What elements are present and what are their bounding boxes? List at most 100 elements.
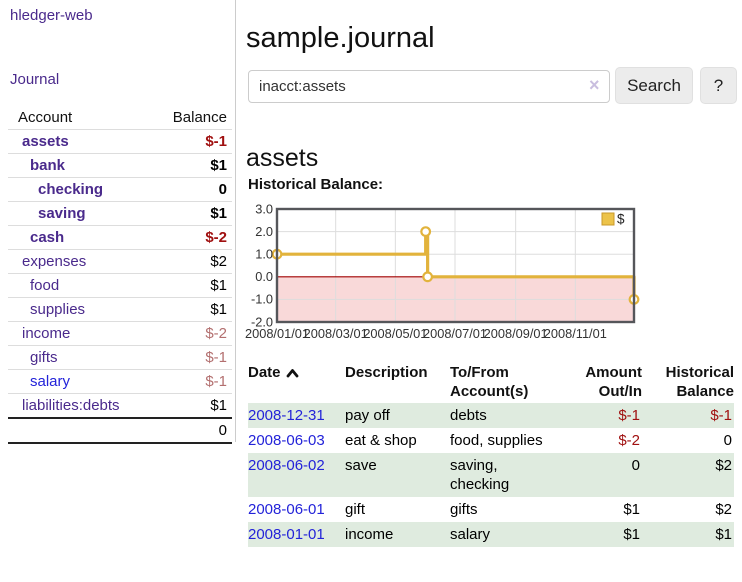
account-balance: $1: [154, 297, 232, 322]
y-axis-tick-label: 3.0: [255, 201, 273, 216]
transaction-description: save: [345, 457, 377, 474]
register-table-body: 2008-12-31 pay off debts $-1 $-1 2008-06-03 ea…: [248, 403, 734, 547]
register-header-date[interactable]: Date: [248, 361, 345, 403]
transaction-balance: $2: [715, 501, 732, 518]
account-row: saving $1: [8, 201, 232, 226]
transaction-balance: $-1: [710, 407, 732, 424]
transaction-accounts: saving, checking: [450, 457, 510, 493]
transaction-date-link[interactable]: 2008-01-01: [248, 526, 325, 543]
account-link-bank[interactable]: bank: [30, 157, 66, 174]
account-link-salary[interactable]: salary: [30, 373, 71, 390]
y-axis-tick-label: -2.0: [251, 314, 273, 329]
transaction-accounts: salary: [450, 526, 491, 543]
account-balance: $1: [154, 273, 232, 298]
brand-link[interactable]: hledger-web: [10, 7, 93, 24]
transaction-description: income: [345, 526, 394, 543]
register-row: 2008-01-01 income salary $1 $1: [248, 522, 734, 547]
account-balance: $-1: [154, 345, 232, 370]
transaction-amount: $1: [623, 526, 640, 543]
account-row: gifts $-1: [8, 345, 232, 370]
account-row: expenses $2: [8, 249, 232, 274]
transaction-amount: $-1: [618, 407, 640, 424]
register-header-accounts: To/From Account(s): [450, 364, 529, 400]
account-row: cash $-2: [8, 225, 232, 250]
register-header-balance: Historical Balance: [665, 364, 734, 400]
y-axis-tick-label: -1.0: [251, 292, 273, 307]
account-row: income $-2: [8, 321, 232, 346]
register-header-amount: Amount Out/In: [585, 364, 642, 400]
account-balance: $-1: [154, 129, 232, 154]
transaction-accounts: gifts: [450, 501, 478, 518]
y-axis-tick-label: 0.0: [255, 269, 273, 284]
account-row: supplies $1: [8, 297, 232, 322]
register-table: Date Description To/From Account(s) Amoun…: [248, 361, 734, 547]
transaction-description: eat & shop: [345, 432, 417, 449]
y-axis-tick-label: 1.0: [255, 247, 273, 262]
transaction-amount: $-2: [618, 432, 640, 449]
sidebar-total-balance: 0: [8, 417, 232, 444]
x-axis-tick-label: 2008/01/01: [245, 326, 309, 341]
account-link-liabilities-debts[interactable]: liabilities:debts: [22, 397, 120, 414]
account-link-income[interactable]: income: [22, 325, 71, 342]
data-point-marker: [420, 226, 432, 237]
account-link-gifts[interactable]: gifts: [30, 349, 58, 366]
data-point-marker: [422, 271, 434, 283]
account-balance: 0: [154, 177, 232, 202]
account-balance: $-2: [154, 225, 232, 250]
sidebar-divider: [235, 0, 236, 442]
account-row: food $1: [8, 273, 232, 298]
accounts-table: Account Balance assets $-1 bank $1 checking 0…: [8, 106, 232, 444]
account-link-cash[interactable]: cash: [30, 229, 65, 246]
account-link-expenses[interactable]: expenses: [22, 253, 87, 270]
register-row: 2008-12-31 pay off debts $-1 $-1: [248, 403, 734, 428]
account-row: salary $-1: [8, 369, 232, 394]
x-axis-tick-label: 2008/11/01: [544, 326, 607, 341]
account-link-saving[interactable]: saving: [38, 205, 86, 222]
accounts-header-balance: Balance: [154, 106, 232, 130]
register-row: 2008-06-01 gift gifts $1 $2: [248, 497, 734, 522]
help-button[interactable]: ?: [700, 67, 737, 104]
transaction-accounts: food, supplies: [450, 432, 543, 449]
search-button[interactable]: Search: [615, 67, 693, 104]
search-input[interactable]: [248, 70, 610, 103]
account-link-assets[interactable]: assets: [22, 133, 69, 150]
page-title: sample.journal: [246, 22, 435, 55]
transaction-balance: $1: [715, 526, 732, 543]
transaction-date-link[interactable]: 2008-12-31: [248, 407, 325, 424]
historical-balance-chart: $3.0 2.0 1.0 0.0 -1.0 -2.02008/01/012008/03/0…: [245, 201, 640, 341]
register-header-description: Description: [345, 364, 428, 381]
account-row: bank $1: [8, 153, 232, 178]
account-row: assets $-1: [8, 129, 232, 154]
accounts-table-header: Account Balance: [8, 106, 232, 130]
account-heading: assets: [246, 143, 319, 172]
y-axis-tick-label: 2.0: [255, 224, 273, 239]
transaction-date-link[interactable]: 2008-06-01: [248, 501, 325, 518]
register-row: 2008-06-02 save saving, checking 0 $2: [248, 453, 734, 497]
account-balance: $1: [154, 201, 232, 226]
account-row: liabilities:debts $1: [8, 393, 232, 419]
sidebar-total-row: 0: [8, 417, 232, 444]
transaction-date-link[interactable]: 2008-06-03: [248, 432, 325, 449]
legend-label: $: [617, 212, 625, 227]
account-link-supplies[interactable]: supplies: [30, 301, 86, 318]
account-balance: $-1: [154, 369, 232, 394]
x-axis-tick-label: 2008/03/01: [304, 326, 368, 341]
account-balance: $2: [154, 249, 232, 274]
clear-search-icon[interactable]: ×: [589, 75, 600, 95]
transaction-amount: 0: [631, 457, 640, 474]
account-balance: $1: [154, 153, 232, 178]
x-axis-tick-label: 2008/07/01: [423, 326, 487, 341]
account-link-checking[interactable]: checking: [38, 181, 104, 198]
nav-journal-link[interactable]: Journal: [10, 71, 60, 88]
sort-ascending-icon: [286, 369, 298, 378]
account-balance: $-2: [154, 321, 232, 346]
transaction-date-link[interactable]: 2008-06-02: [248, 457, 325, 474]
account-table-body: assets $-1 bank $1 checking 0 saving $1 cash $-2 e…: [8, 129, 232, 419]
legend-swatch: [601, 212, 615, 226]
account-link-food[interactable]: food: [30, 277, 60, 294]
chart-section-label: Historical Balance:: [248, 176, 384, 193]
register-header-row: Date Description To/From Account(s) Amoun…: [248, 361, 734, 403]
accounts-header-account: Account: [8, 106, 155, 130]
account-row: checking 0: [8, 177, 232, 202]
x-axis-tick-label: 2008/09/01: [484, 326, 548, 341]
